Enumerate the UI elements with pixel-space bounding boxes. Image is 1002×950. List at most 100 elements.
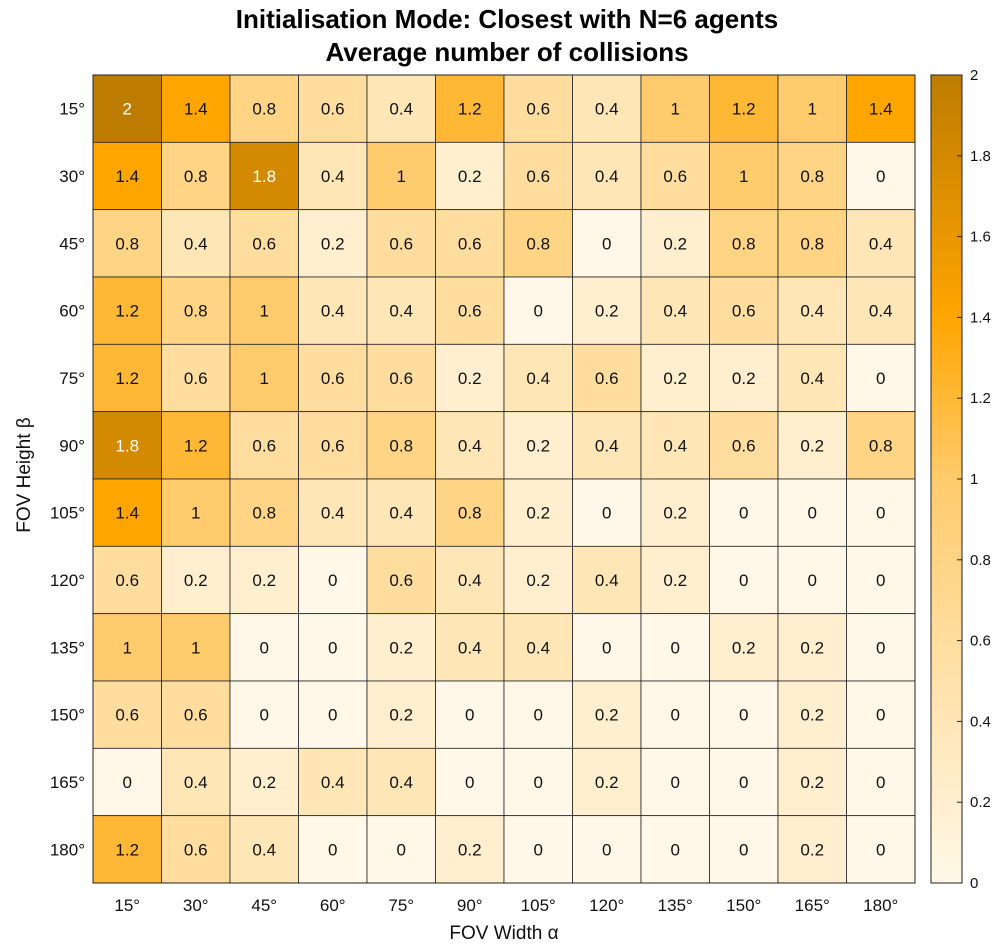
y-tick-label: 105° — [50, 504, 85, 523]
heatmap-cell — [435, 478, 505, 547]
cell-value-label: 0 — [123, 773, 132, 792]
cell-value-label: 0.2 — [663, 369, 687, 388]
heatmap-cell — [366, 141, 436, 211]
heatmap-cell — [503, 680, 573, 749]
heatmap-cell — [229, 613, 299, 682]
cell-value-label: 0.4 — [869, 234, 893, 253]
y-tick-labels: 15° 30° 45° 60° 75° 90° 105° 120° 135° 150° 165° 18… — [50, 100, 85, 860]
cell-value-label: 0.4 — [800, 369, 824, 388]
heatmap-cell — [640, 343, 710, 413]
cell-value-label: 0.6 — [184, 369, 208, 388]
cell-value-label: 0.2 — [526, 504, 550, 523]
heatmap-cell — [846, 680, 916, 749]
heatmap-cell — [298, 74, 368, 143]
heatmap-cell — [366, 343, 436, 413]
y-tick-label: 180° — [50, 840, 85, 859]
y-tick-label: 150° — [50, 706, 85, 725]
cell-value-label: 1 — [260, 302, 269, 321]
heatmap-cell — [846, 613, 916, 682]
cell-value-label: 0 — [671, 706, 680, 725]
heatmap-cell — [709, 411, 779, 480]
cell-value-label: 0 — [260, 706, 269, 725]
cell-value-label: 1.2 — [732, 100, 756, 119]
heatmap-cell — [366, 545, 436, 615]
heatmap-cell — [709, 276, 779, 345]
heatmap-cell — [435, 343, 505, 413]
heatmap-cell — [298, 276, 368, 345]
cell-value-label: 0 — [671, 638, 680, 657]
cell-value-label: 1 — [191, 504, 200, 523]
heatmap-cell — [229, 209, 299, 278]
cell-value-label: 0.2 — [458, 840, 482, 859]
heatmap-cell — [92, 276, 162, 345]
heatmap-cell — [709, 680, 779, 749]
cell-value-label: 1.4 — [184, 100, 208, 119]
cell-value-label: 0.8 — [869, 436, 893, 455]
cell-value-label: 0.6 — [321, 100, 345, 119]
colorbar: 0 0.2 0.4 0.6 0.8 1 1.2 1.4 1.6 1.8 2 — [930, 67, 991, 892]
heatmap-cell — [92, 613, 162, 682]
heatmap-cell — [572, 411, 642, 480]
cell-value-label: 0 — [808, 571, 817, 590]
cell-value-label: 0.4 — [252, 840, 276, 859]
heatmap-cell — [777, 141, 847, 211]
cell-value-label: 0.4 — [389, 504, 413, 523]
x-tick-label: 75° — [388, 896, 414, 915]
y-tick-label: 60° — [59, 302, 85, 321]
heatmap-cell — [709, 478, 779, 547]
cell-value-label: 0.2 — [732, 369, 756, 388]
heatmap-cell — [435, 747, 505, 817]
cell-value-label: 0.4 — [595, 167, 619, 186]
cell-value-label: 1.2 — [115, 840, 139, 859]
heatmap-cell — [92, 478, 162, 547]
heatmap-cell — [366, 74, 436, 143]
heatmap-cell — [161, 680, 231, 749]
cell-value-label: 0.2 — [595, 302, 619, 321]
cell-value-label: 0.6 — [321, 436, 345, 455]
heatmap-cell — [366, 478, 436, 547]
cell-value-label: 0.4 — [663, 436, 687, 455]
colorbar-tick-label: 0.4 — [970, 713, 991, 730]
cell-value-label: 0.2 — [389, 638, 413, 657]
cell-value-label: 0.4 — [321, 302, 345, 321]
heatmap-cell — [572, 613, 642, 682]
heatmap-cell — [572, 74, 642, 143]
cell-value-label: 0.6 — [595, 369, 619, 388]
cell-value-label: 0 — [602, 504, 611, 523]
heatmap-cell — [298, 141, 368, 211]
heatmap-cell — [846, 545, 916, 615]
colorbar-tick-label: 0.8 — [970, 552, 991, 569]
cell-value-label: 0.2 — [663, 571, 687, 590]
cell-value-label: 0 — [739, 571, 748, 590]
cell-value-label: 0.4 — [663, 302, 687, 321]
cell-value-label: 0.4 — [321, 773, 345, 792]
heatmap-cell — [298, 411, 368, 480]
cell-value-label: 0.4 — [389, 773, 413, 792]
heatmap-cell — [298, 613, 368, 682]
cell-value-label: 1 — [191, 638, 200, 657]
cell-value-label: 0.8 — [184, 302, 208, 321]
cell-value-label: 0.2 — [526, 436, 550, 455]
heatmap-cell — [503, 747, 573, 817]
cell-value-label: 0.6 — [321, 369, 345, 388]
heatmap-cell — [572, 680, 642, 749]
cell-value-label: 0 — [465, 773, 474, 792]
cell-value-label: 0.4 — [595, 571, 619, 590]
cell-value-label: 0 — [602, 234, 611, 253]
heatmap-cell — [709, 141, 779, 211]
cell-value-label: 0.8 — [526, 234, 550, 253]
cell-value-label: 0.8 — [184, 167, 208, 186]
heatmap-cell — [161, 478, 231, 547]
cell-value-label: 0.2 — [800, 840, 824, 859]
cell-value-label: 0 — [602, 638, 611, 657]
heatmap-cell — [709, 747, 779, 817]
heatmap-cell — [298, 478, 368, 547]
cell-value-label: 0.4 — [321, 167, 345, 186]
heatmap-cell — [161, 141, 231, 211]
cell-value-label: 0 — [876, 167, 885, 186]
cell-value-label: 0 — [465, 706, 474, 725]
cell-value-label: 0 — [534, 706, 543, 725]
cell-value-label: 2 — [123, 100, 132, 119]
cell-value-label: 0.4 — [595, 100, 619, 119]
cell-value-label: 0.2 — [800, 706, 824, 725]
